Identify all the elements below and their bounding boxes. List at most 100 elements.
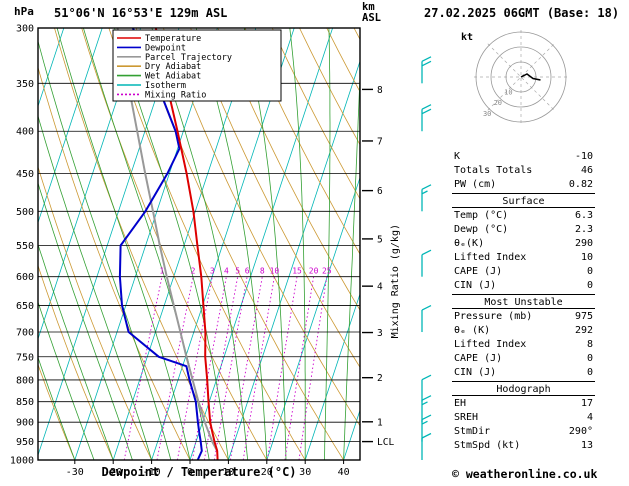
stats-row-value: 0 <box>586 266 593 277</box>
copyright-text: © weatheronline.co.uk <box>452 467 598 481</box>
stats-row-label: StmDir <box>454 426 491 437</box>
stats-row: CIN (J) 0 <box>452 279 595 293</box>
stats-row: StmSpd (kt) 13 <box>452 439 595 453</box>
svg-text:5: 5 <box>377 234 383 245</box>
svg-text:-20: -20 <box>104 467 122 478</box>
svg-text:Parcel Trajectory: Parcel Trajectory <box>145 53 232 63</box>
stats-row-label: K <box>454 151 461 162</box>
svg-text:30: 30 <box>299 467 311 478</box>
stats-row-value: 8 <box>586 339 593 350</box>
stats-row-value: 292 <box>574 325 593 336</box>
svg-text:550: 550 <box>16 241 34 252</box>
svg-text:2: 2 <box>191 267 196 276</box>
stats-row-label: CAPE (J) <box>454 353 503 364</box>
svg-text:10: 10 <box>270 267 280 276</box>
svg-text:300: 300 <box>16 24 34 35</box>
svg-text:20: 20 <box>309 267 319 276</box>
stats-row-value: 0 <box>586 280 593 291</box>
stats-row-label: CIN (J) <box>454 280 497 291</box>
svg-text:950: 950 <box>16 437 34 448</box>
svg-text:10: 10 <box>222 467 234 478</box>
stats-row-label: Totals Totals <box>454 165 533 176</box>
temperature-curve <box>154 28 219 460</box>
stats-row-label: Lifted Index <box>454 252 527 263</box>
altitude-axis-unit-label: km ASL <box>362 2 381 24</box>
temperature-tick-labels: -30 -20 -10 0 10 20 30 40 <box>66 460 350 478</box>
svg-text:Wet Adiabat: Wet Adiabat <box>145 72 201 82</box>
svg-text:LCL: LCL <box>377 437 394 448</box>
stats-row-value: 0 <box>586 353 593 364</box>
svg-text:Mixing Ratio: Mixing Ratio <box>145 90 206 100</box>
stats-section-header: Hodograph <box>452 381 595 396</box>
stats-panel: K -10 Totals Totals 46 PW (cm) 0.82 Surface Tem… <box>452 150 595 453</box>
stats-row: CAPE (J) 0 <box>452 265 595 279</box>
parcel-trajectory-curve <box>116 28 219 452</box>
stats-row-label: Lifted Index <box>454 339 527 350</box>
svg-text:1000: 1000 <box>10 456 34 467</box>
stats-row: CAPE (J) 0 <box>452 352 595 366</box>
svg-text:3: 3 <box>210 267 215 276</box>
stats-row: EH 17 <box>452 397 595 411</box>
altitude-unit-km: km <box>362 1 375 13</box>
svg-text:Dewpoint: Dewpoint <box>145 43 186 53</box>
stats-row-value: 13 <box>580 440 593 451</box>
stats-row-label: SREH <box>454 412 479 423</box>
stats-row-value: 975 <box>574 311 593 322</box>
svg-text:450: 450 <box>16 169 34 180</box>
svg-text:5: 5 <box>235 267 240 276</box>
station-title: 51°06'N 16°53'E 129m ASL <box>54 6 228 20</box>
svg-text:1: 1 <box>160 267 165 276</box>
svg-text:15: 15 <box>292 267 302 276</box>
svg-text:10: 10 <box>504 89 512 97</box>
svg-text:4: 4 <box>377 282 383 293</box>
svg-text:0: 0 <box>187 467 193 478</box>
stats-row-label: StmSpd (kt) <box>454 440 521 451</box>
svg-text:750: 750 <box>16 352 34 363</box>
pressure-axis-unit-label: hPa <box>14 5 34 18</box>
stats-row-value: 0 <box>586 367 593 378</box>
svg-text:350: 350 <box>16 79 34 90</box>
datetime-title: 27.02.2025 06GMT (Base: 18) <box>424 6 620 20</box>
svg-text:-30: -30 <box>66 467 84 478</box>
dewpoint-curve <box>118 28 203 460</box>
sounding-curves <box>116 28 219 460</box>
stats-row: Lifted Index 8 <box>452 338 595 352</box>
stats-row-value: 4 <box>586 412 593 423</box>
stats-row-value: 6.3 <box>574 210 593 221</box>
svg-text:3: 3 <box>377 328 383 339</box>
svg-text:25: 25 <box>322 267 332 276</box>
stats-row: Temp (°C) 6.3 <box>452 209 595 223</box>
stats-row: CIN (J) 0 <box>452 366 595 380</box>
mixing-ratio-lines <box>123 276 328 460</box>
stats-row-value: 290° <box>568 426 593 437</box>
svg-text:6: 6 <box>377 186 383 197</box>
svg-text:6: 6 <box>245 267 250 276</box>
stats-row-label: PW (cm) <box>454 179 497 190</box>
svg-text:400: 400 <box>16 127 34 138</box>
stats-row-label: Pressure (mb) <box>454 311 533 322</box>
svg-text:850: 850 <box>16 397 34 408</box>
svg-text:40: 40 <box>338 467 350 478</box>
svg-text:20: 20 <box>494 99 502 107</box>
svg-text:600: 600 <box>16 272 34 283</box>
stats-row-label: CIN (J) <box>454 367 497 378</box>
x-axis-label: Dewpoint / Temperature (°C) <box>101 465 297 479</box>
stats-row-value: 0.82 <box>568 179 593 190</box>
svg-text:7: 7 <box>377 136 383 147</box>
pressure-tick-labels: 300 350 400 450 500 550 600 650 700 750 800 850 900 9… <box>10 24 34 467</box>
svg-text:8: 8 <box>260 267 265 276</box>
svg-text:Dry Adiabat: Dry Adiabat <box>145 62 201 72</box>
svg-text:20: 20 <box>261 467 273 478</box>
stats-section-header: Surface <box>452 193 595 208</box>
stats-row-value: -10 <box>574 151 593 162</box>
svg-text:4: 4 <box>224 267 229 276</box>
svg-text:8: 8 <box>377 85 383 96</box>
stats-row: θₑ (K) 292 <box>452 324 595 338</box>
stats-row-value: 290 <box>574 238 593 249</box>
svg-text:2: 2 <box>377 373 383 384</box>
stats-row: Lifted Index 10 <box>452 251 595 265</box>
stats-row-label: θₑ (K) <box>454 325 491 336</box>
svg-text:500: 500 <box>16 207 34 218</box>
